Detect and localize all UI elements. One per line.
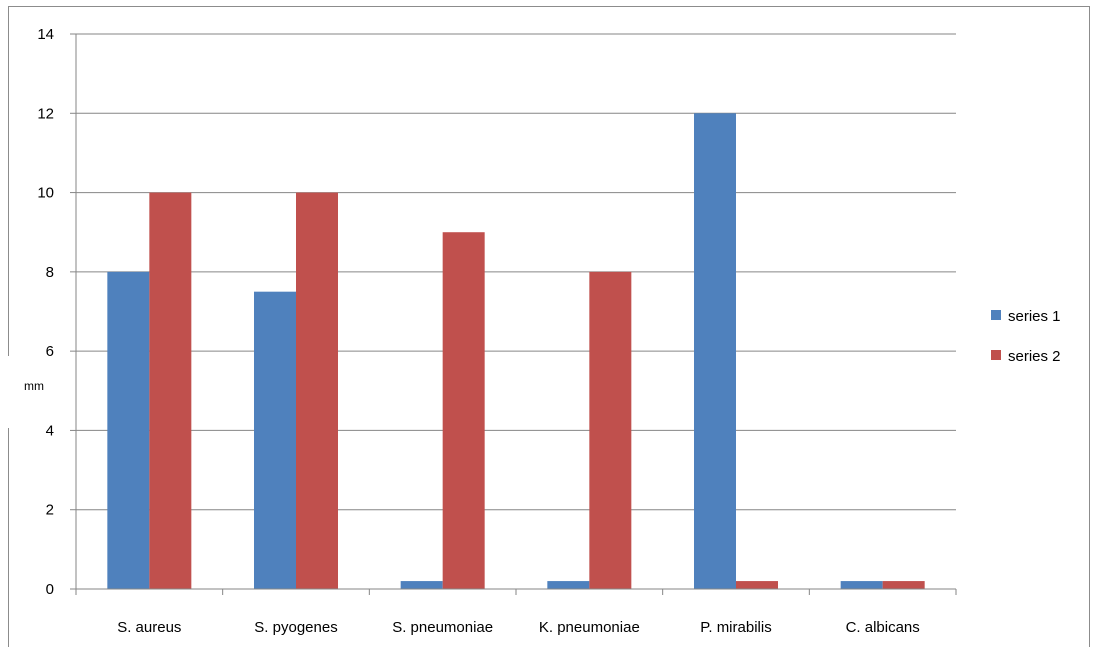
bar-series-2-6 <box>882 581 925 589</box>
y-tick-label: 12 <box>37 105 54 122</box>
legend-swatch <box>991 310 1001 320</box>
y-tick-label: 2 <box>46 502 54 519</box>
x-tick-labels: S. aureus S. pyogenes S. pneumoniae K. pneu… <box>117 619 920 636</box>
frame-gap <box>6 356 12 428</box>
gridlines <box>76 33 956 511</box>
x-tick-label: P. mirabilis <box>700 619 771 636</box>
y-tick-labels: 0 2 4 6 8 10 12 14 <box>37 26 54 598</box>
y-tick-label: 6 <box>46 343 54 360</box>
bar-series-1-1 <box>107 271 150 589</box>
bar-series-1-3 <box>400 581 443 589</box>
axes <box>70 33 957 595</box>
x-tick-label: S. pneumoniae <box>392 619 493 636</box>
y-tick-label: 0 <box>46 581 54 598</box>
legend-label: series 2 <box>1008 348 1061 365</box>
x-tick-label: S. aureus <box>117 619 181 636</box>
y-tick-label: 4 <box>46 422 54 439</box>
bar-series-2-5 <box>736 581 778 589</box>
legend-swatch <box>991 350 1001 360</box>
legend: series 1 series 2 <box>991 308 1061 365</box>
bar-series-2-3 <box>442 232 485 589</box>
y-tick-label: 10 <box>37 185 54 202</box>
y-tick-label: 8 <box>46 264 54 281</box>
bar-series-2-2 <box>296 192 338 590</box>
bar-series-1-4 <box>547 581 590 589</box>
bars <box>107 113 925 590</box>
y-tick-label: 14 <box>37 26 54 43</box>
x-tick-label: C. albicans <box>846 619 920 636</box>
bar-series-1-2 <box>254 291 296 589</box>
y-axis-label: mm <box>24 379 44 393</box>
x-tick-label: K. pneumoniae <box>539 619 640 636</box>
bar-series-2-1 <box>149 192 192 590</box>
legend-label: series 1 <box>1008 308 1061 325</box>
bar-series-1-5 <box>694 113 736 590</box>
x-tick-label: S. pyogenes <box>254 619 337 636</box>
bar-series-2-4 <box>589 271 632 589</box>
bar-series-1-6 <box>840 581 883 589</box>
